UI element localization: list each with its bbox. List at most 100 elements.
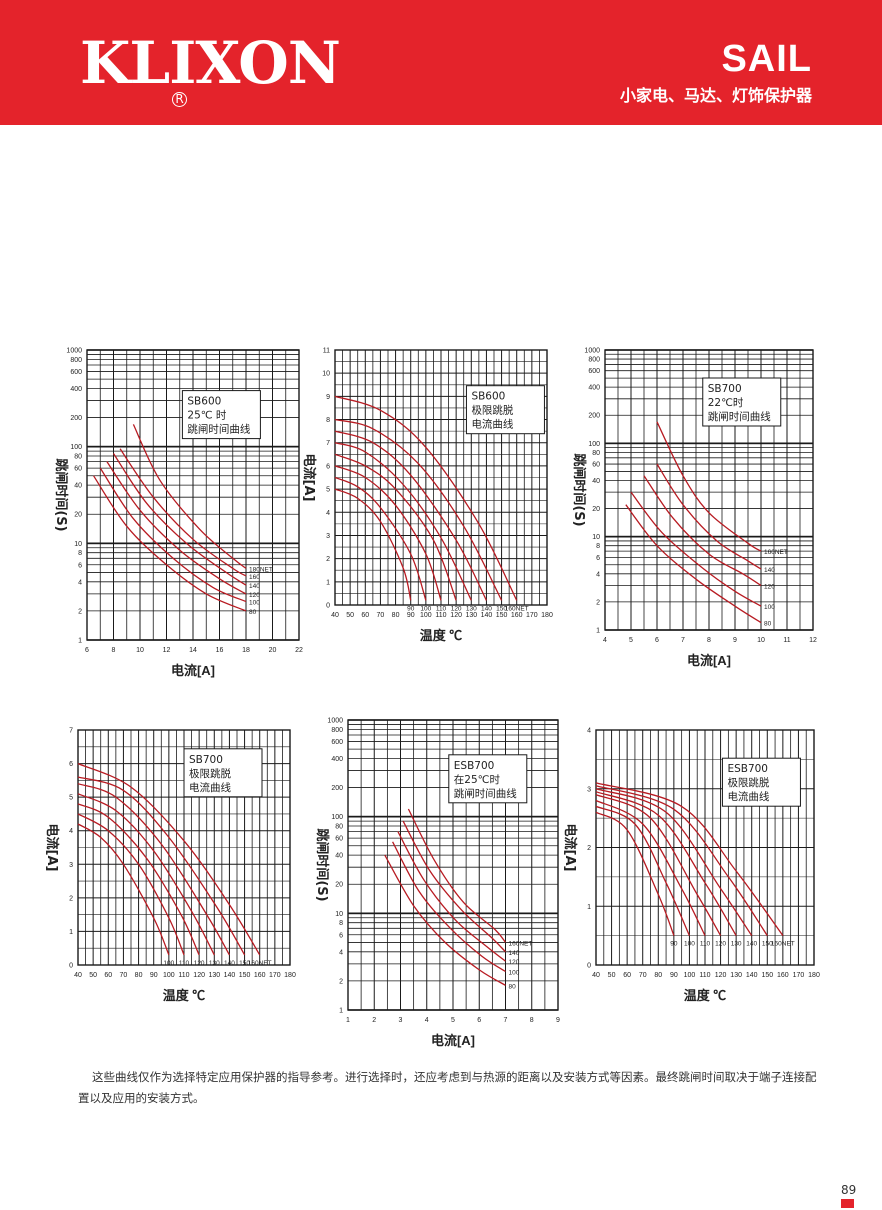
x-tick-label: 22 [295,647,303,654]
series-line-160net [77,763,261,956]
chart-title-line: 电流曲线 [471,418,513,431]
y-tick-label: 9 [326,394,330,401]
chart-title-box [181,390,261,440]
x-tick-label: 70 [377,612,385,619]
x-tick-label: 150 [239,972,251,979]
series-label: 100 [509,970,520,977]
series-line-100 [595,805,690,936]
x-tick-label: 40 [74,972,82,979]
chart-title: SB600 极限跳脱电流曲线 [471,391,513,431]
series-line-160net [656,421,762,552]
y-tick-label: 0 [69,963,73,970]
chart-esb700-trip-time: 1 2 3 4 5 6 7 8 9 1 2 4 6 8 10 20 40 60 80 100 200 400 600 800 1… [314,718,560,1049]
series-line-160net [595,782,784,936]
series-label: 120 [249,592,260,599]
x-tick-label: 70 [639,972,647,979]
y-axis-label: 电流[A] [562,824,578,872]
x-tick-label: 6 [85,647,89,654]
x-tick-label: 50 [89,972,97,979]
y-tick-label: 600 [70,369,82,376]
y-tick-label: 2 [596,599,600,606]
x-tick-label: 130 [465,612,477,619]
series-line-150 [595,785,768,936]
y-tick-label: 20 [592,506,600,513]
chart-title-line: ESB700 [454,760,495,772]
series-line-100 [99,467,247,603]
series-title: SAIL [721,38,812,80]
series-line-130 [77,793,215,956]
chart-title-line: 极限跳脱 [471,404,513,417]
x-axis-label: 温度 ℃ [163,988,206,1003]
series-label: 110 [179,960,190,967]
x-tick-label: 6 [477,1017,481,1024]
series-line-90 [595,811,675,936]
series-label: 100 [764,604,775,611]
y-tick-label: 800 [588,357,600,364]
y-tick-label: 5 [326,487,330,494]
x-tick-label: 8 [707,637,711,644]
chart-title-line: 跳闸时间曲线 [708,410,771,423]
chart-title-box [448,754,528,804]
y-tick-label: 7 [326,440,330,447]
x-tick-label: 60 [361,612,369,619]
x-tick-label: 6 [655,637,659,644]
x-axis-label: 温度 ℃ [684,988,727,1003]
x-tick-label: 140 [746,972,758,979]
series-line-120 [106,461,247,595]
x-tick-label: 10 [136,647,144,654]
series-label: 150 [239,960,250,967]
series-label: 180NET [249,566,273,573]
y-tick-label: 4 [587,728,591,735]
x-tick-label: 7 [681,637,685,644]
y-tick-label: 6 [326,463,330,470]
x-tick-label: 9 [733,637,737,644]
x-tick-label: 140 [481,612,493,619]
series-label: 120 [194,960,205,967]
x-tick-label: 4 [425,1017,429,1024]
x-tick-label: 90 [150,972,158,979]
chart-title: SB700 极限跳脱电流曲线 [189,754,231,794]
y-tick-label: 80 [592,450,600,457]
chart-title-line: 电流曲线 [727,790,769,803]
series-label: 120 [764,583,775,590]
x-tick-label: 120 [715,972,727,979]
series-label: 120 [509,959,520,966]
chart-title-line: SB700 [189,754,223,766]
series-line-100 [392,841,506,973]
chart-title: SB700 22℃时跳闸时间曲线 [708,383,771,423]
chart-title-line: 25℃ 时 [187,410,226,422]
series-label: 110 [436,605,447,612]
series-line-180net [132,424,247,569]
y-tick-label: 20 [74,512,82,519]
y-tick-label: 2 [587,845,591,852]
series-line-140 [77,783,230,956]
x-tick-label: 110 [699,972,710,979]
x-tick-label: 120 [193,972,205,979]
y-tick-label: 10 [74,541,82,548]
x-axis-label: 电流[A] [687,653,731,668]
series-label: 130 [731,941,742,948]
y-tick-label: 1000 [584,348,600,355]
y-axis-label: 电流[A] [44,824,60,872]
page-header: KLIXON R SAIL 小家电、马达、灯饰保护器 [0,0,882,125]
chart-title-line: 在25℃时 [454,774,501,786]
y-tick-label: 80 [74,454,82,461]
y-tick-label: 8 [78,550,82,557]
x-tick-label: 3 [399,1017,403,1024]
series-label: 130 [466,605,477,612]
series-label: 160NET [771,941,795,948]
series-label: 90 [670,941,678,948]
y-tick-label: 80 [335,824,343,831]
x-tick-label: 140 [224,972,236,979]
y-tick-label: 6 [78,562,82,569]
usage-note: 这些曲线仅作为选择特定应用保护器的指导参考。进行选择时，还应考虑到与热源的距离以… [78,1070,817,1105]
y-tick-label: 5 [69,795,73,802]
series-label: 130 [209,960,220,967]
series-line-140 [112,453,247,586]
chart-title-line: 极限跳脱 [189,767,231,780]
y-tick-label: 4 [326,510,330,517]
y-tick-label: 4 [78,579,82,586]
x-tick-label: 150 [761,972,773,979]
x-tick-label: 80 [135,972,143,979]
grid [604,349,814,631]
